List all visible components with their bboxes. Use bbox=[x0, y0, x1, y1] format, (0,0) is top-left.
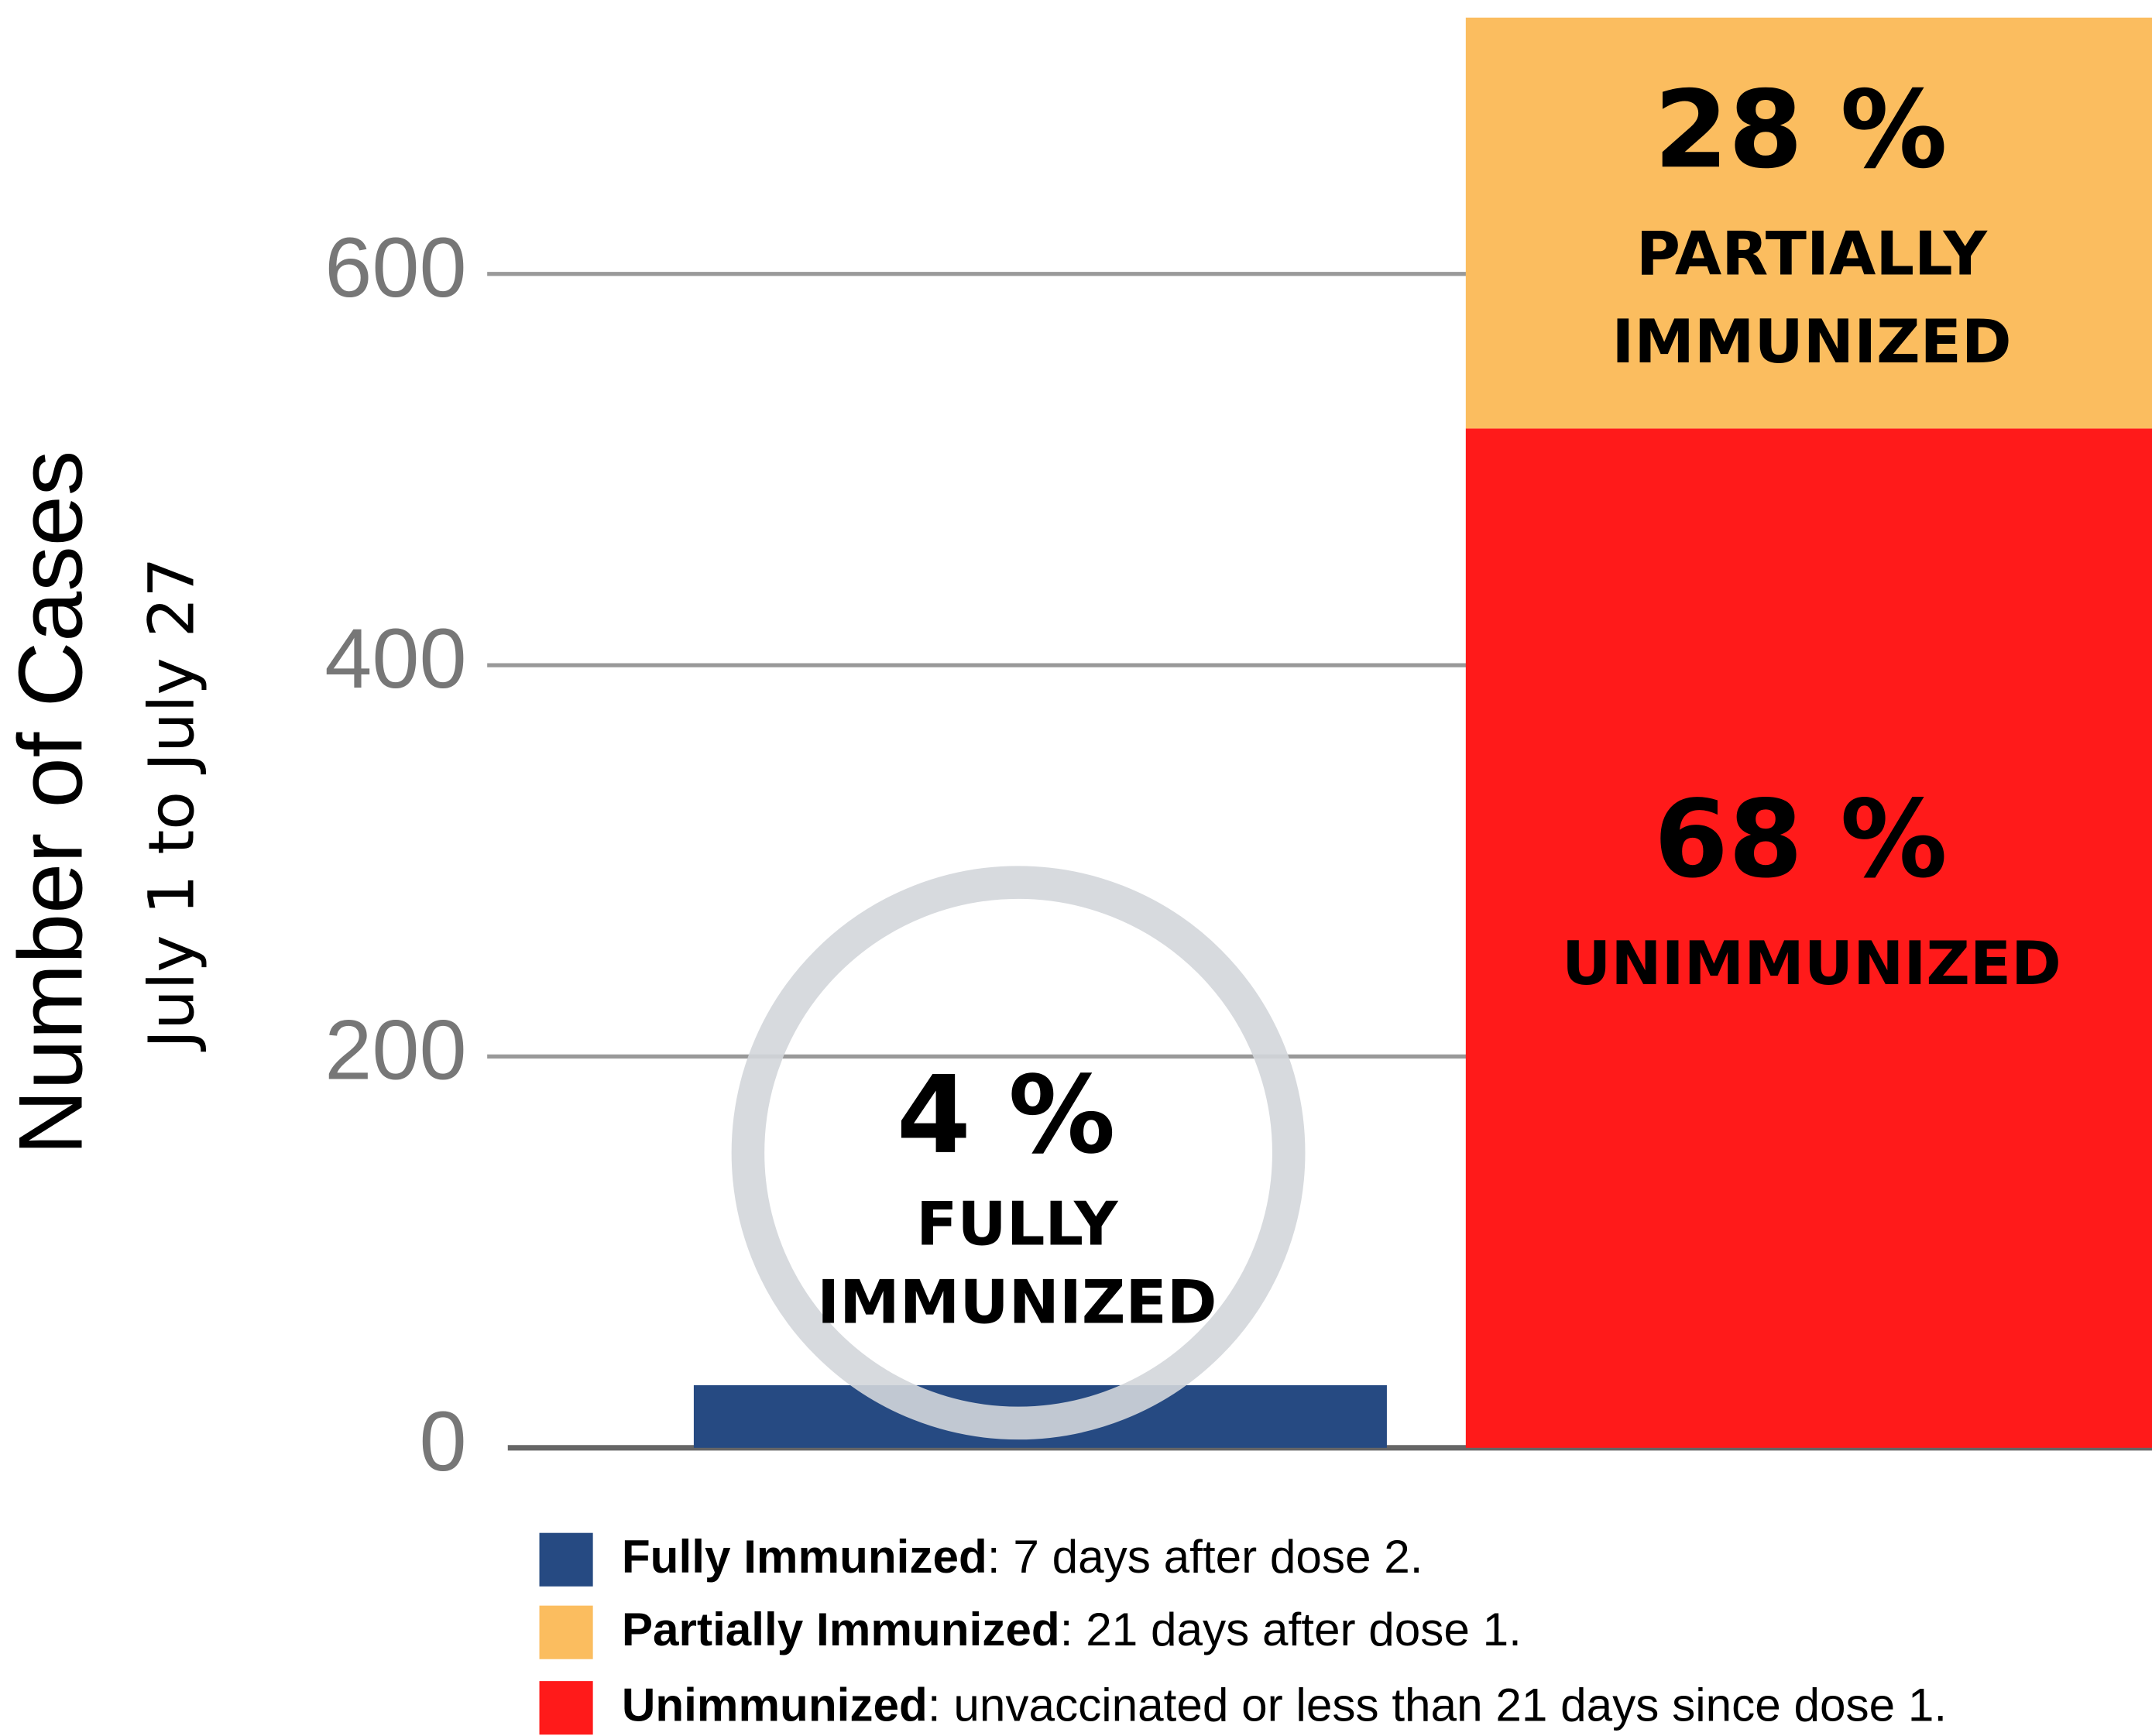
y-tick-label: 400 bbox=[324, 612, 466, 706]
legend-swatch bbox=[540, 1606, 593, 1659]
legend-name: Fully Immunized bbox=[622, 1530, 987, 1583]
annotation-label: IMMUNIZED bbox=[817, 1268, 1217, 1338]
legend-entry: Partially Immunized: 21 days after dose … bbox=[622, 1603, 1522, 1655]
y-tick-label: 600 bbox=[324, 221, 466, 315]
legend-description: : 7 days after dose 2. bbox=[987, 1530, 1423, 1583]
annotation-label: IMMUNIZED bbox=[1611, 307, 2011, 377]
annotation-percent: 28 % bbox=[1654, 67, 1948, 192]
annotation-label: PARTIALLY bbox=[1636, 220, 1989, 290]
y-axis-subtitle: July 1 to July 27 bbox=[135, 558, 208, 1052]
y-axis-title: Number of Cases bbox=[0, 451, 101, 1155]
legend-description: : unvaccinated or less than 21 days sinc… bbox=[928, 1678, 1947, 1731]
legend-description: : 21 days after dose 1. bbox=[1060, 1603, 1522, 1655]
annotation-label: UNIMMUNIZED bbox=[1562, 929, 2061, 999]
legend-entry: Fully Immunized: 7 days after dose 2. bbox=[622, 1530, 1423, 1583]
page: 0 200 400 600 4 % FULLY IMMUNIZED 28 % PARTIALL… bbox=[0, 0, 2152, 1736]
annotation-label: FULLY bbox=[916, 1190, 1119, 1260]
annotation-percent: 68 % bbox=[1654, 777, 1948, 902]
y-tick-label: 200 bbox=[324, 1003, 466, 1097]
legend-entry: Unimmunized: unvaccinated or less than 2… bbox=[622, 1678, 1947, 1731]
legend-name: Unimmunized bbox=[622, 1678, 928, 1731]
chart: 0 200 400 600 4 % FULLY IMMUNIZED 28 % PARTIALL… bbox=[0, 0, 2152, 1736]
legend-name: Partially Immunized bbox=[622, 1603, 1060, 1655]
legend-swatch bbox=[540, 1533, 593, 1587]
annotation-percent: 4 % bbox=[897, 1053, 1116, 1178]
y-tick-label: 0 bbox=[419, 1395, 466, 1489]
legend-swatch bbox=[540, 1681, 593, 1734]
legend: Fully Immunized: 7 days after dose 2. Par… bbox=[540, 1530, 1948, 1734]
